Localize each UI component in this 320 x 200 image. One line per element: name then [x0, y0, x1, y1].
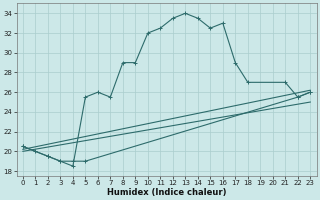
X-axis label: Humidex (Indice chaleur): Humidex (Indice chaleur): [107, 188, 226, 197]
